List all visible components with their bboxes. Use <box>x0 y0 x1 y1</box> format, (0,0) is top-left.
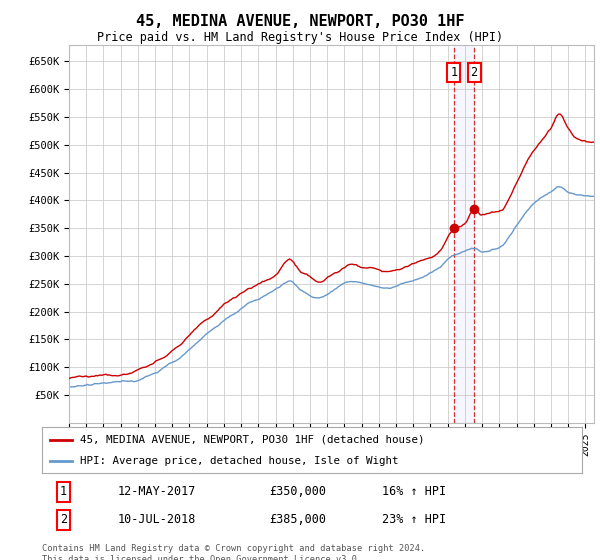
Text: 23% ↑ HPI: 23% ↑ HPI <box>382 514 446 526</box>
Text: 1: 1 <box>60 485 67 498</box>
Text: 2: 2 <box>60 514 67 526</box>
Text: 45, MEDINA AVENUE, NEWPORT, PO30 1HF (detached house): 45, MEDINA AVENUE, NEWPORT, PO30 1HF (de… <box>80 435 424 445</box>
Bar <box>454 45 474 423</box>
Text: 16% ↑ HPI: 16% ↑ HPI <box>382 485 446 498</box>
Text: £350,000: £350,000 <box>269 485 326 498</box>
Text: 12-MAY-2017: 12-MAY-2017 <box>118 485 196 498</box>
Text: £385,000: £385,000 <box>269 514 326 526</box>
Text: 2: 2 <box>470 66 478 79</box>
Text: HPI: Average price, detached house, Isle of Wight: HPI: Average price, detached house, Isle… <box>80 456 398 466</box>
Text: 10-JUL-2018: 10-JUL-2018 <box>118 514 196 526</box>
Text: Contains HM Land Registry data © Crown copyright and database right 2024.
This d: Contains HM Land Registry data © Crown c… <box>42 544 425 560</box>
Text: 45, MEDINA AVENUE, NEWPORT, PO30 1HF: 45, MEDINA AVENUE, NEWPORT, PO30 1HF <box>136 14 464 29</box>
Text: Price paid vs. HM Land Registry's House Price Index (HPI): Price paid vs. HM Land Registry's House … <box>97 31 503 44</box>
Text: 1: 1 <box>451 66 457 79</box>
